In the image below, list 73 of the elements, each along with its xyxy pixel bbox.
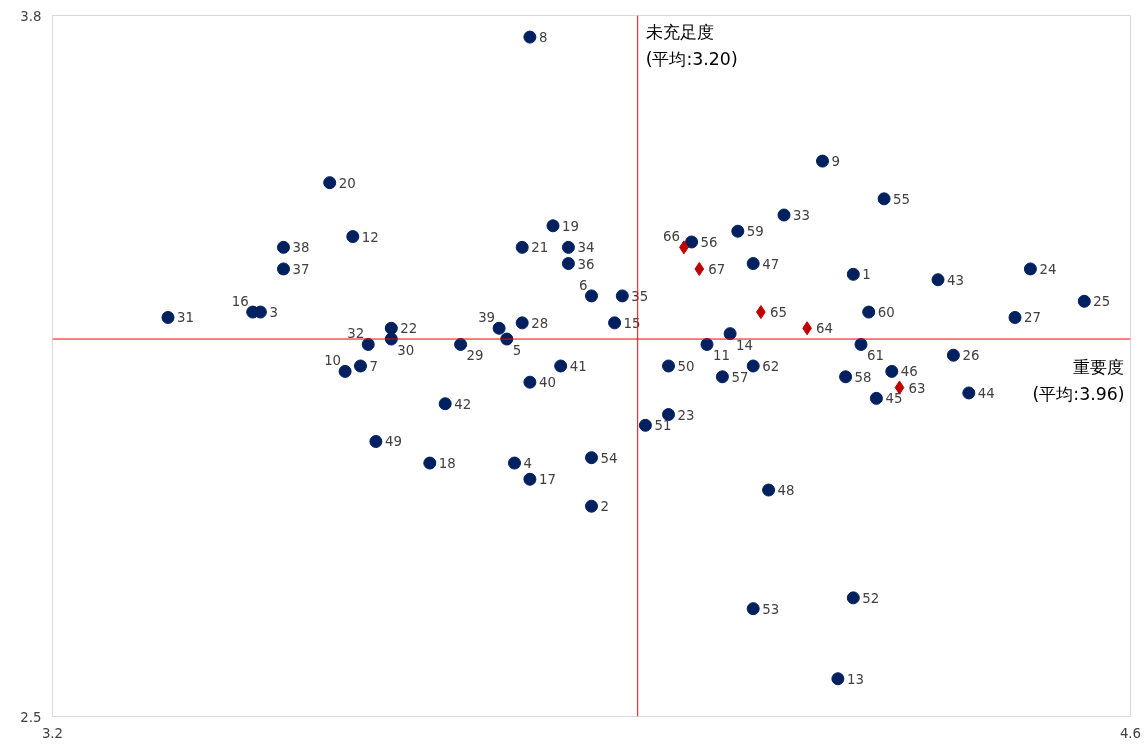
x-axis-title: 重要度 (平均:3.96) bbox=[1032, 357, 1125, 405]
annotation: 8 bbox=[538, 30, 548, 46]
annotation: 24 bbox=[1039, 261, 1057, 277]
annotation: 2 bbox=[600, 499, 609, 515]
annotation: 64 bbox=[816, 321, 834, 337]
annotation: 17 bbox=[538, 472, 556, 488]
annotation: 33 bbox=[793, 208, 810, 224]
annotation: 56 bbox=[700, 234, 718, 250]
annotation: 21 bbox=[531, 240, 549, 256]
annotation: 36 bbox=[577, 256, 595, 272]
annotation: 29 bbox=[466, 348, 484, 364]
annotation: 22 bbox=[400, 321, 418, 337]
annotation: 28 bbox=[531, 315, 549, 331]
annotation: 6 bbox=[579, 277, 588, 293]
annotation: 32 bbox=[347, 326, 365, 342]
annotation: 3 bbox=[269, 305, 278, 321]
annotation: 66 bbox=[662, 229, 680, 245]
annotation: 55 bbox=[893, 191, 911, 207]
point bbox=[694, 261, 705, 276]
annotation: 53 bbox=[762, 601, 780, 617]
annotation: 50 bbox=[677, 359, 695, 374]
annotation: 49 bbox=[384, 434, 402, 450]
annotation: 25 bbox=[1093, 294, 1111, 310]
annotation: 60 bbox=[877, 305, 895, 321]
annotation: 62 bbox=[762, 359, 780, 374]
annotation: 57 bbox=[731, 369, 749, 385]
point bbox=[894, 380, 905, 395]
annotation: 5 bbox=[512, 343, 522, 359]
annotation: 23 bbox=[677, 407, 695, 423]
y-tick-label: 2.5 bbox=[20, 709, 42, 725]
annotation: 54 bbox=[600, 450, 618, 466]
annotation: 19 bbox=[562, 218, 579, 234]
annotation: 48 bbox=[777, 483, 795, 499]
annotation: 58 bbox=[854, 369, 872, 385]
y-axis-title: 未充足度 (平均:3.20) bbox=[645, 21, 738, 69]
annotation: 39 bbox=[478, 310, 496, 326]
annotation: 13 bbox=[846, 671, 864, 687]
x-tick-label: 4.6 bbox=[1119, 725, 1142, 741]
x-tick-label: 3.2 bbox=[41, 725, 64, 741]
annotation: 67 bbox=[708, 261, 726, 277]
annotation: 16 bbox=[231, 294, 249, 310]
annotation: 45 bbox=[885, 391, 903, 407]
annotation: 26 bbox=[962, 348, 980, 364]
annotation: 40 bbox=[538, 375, 556, 391]
annotation: 10 bbox=[324, 353, 342, 369]
annotation: 51 bbox=[654, 418, 672, 434]
annotation: 30 bbox=[397, 343, 415, 359]
annotation: 63 bbox=[908, 380, 926, 396]
annotation: 37 bbox=[292, 261, 310, 277]
annotation: 52 bbox=[862, 590, 880, 606]
annotation: 31 bbox=[177, 310, 194, 326]
y-tick-label: 3.8 bbox=[20, 8, 42, 24]
annotation: 47 bbox=[762, 256, 780, 272]
annotation: 20 bbox=[338, 175, 356, 191]
annotation: 18 bbox=[438, 456, 456, 472]
annotation: 65 bbox=[769, 305, 787, 321]
annotation: 46 bbox=[900, 364, 918, 380]
annotation: 34 bbox=[577, 240, 595, 256]
annotation: 12 bbox=[361, 229, 379, 245]
annotation: 43 bbox=[947, 272, 964, 288]
annotation: 14 bbox=[736, 337, 754, 353]
annotation: 11 bbox=[713, 348, 730, 364]
annotation: 38 bbox=[292, 240, 310, 256]
annotation: 44 bbox=[977, 385, 995, 401]
annotation: 9 bbox=[831, 154, 840, 170]
annotation: 1 bbox=[862, 267, 871, 283]
annotation: 59 bbox=[746, 224, 764, 240]
annotation: 42 bbox=[454, 396, 472, 412]
annotation: 27 bbox=[1024, 310, 1041, 326]
annotation: 61 bbox=[867, 348, 884, 364]
annotation: 41 bbox=[569, 359, 587, 374]
annotation: 4 bbox=[523, 456, 532, 472]
annotation: 7 bbox=[369, 359, 378, 374]
